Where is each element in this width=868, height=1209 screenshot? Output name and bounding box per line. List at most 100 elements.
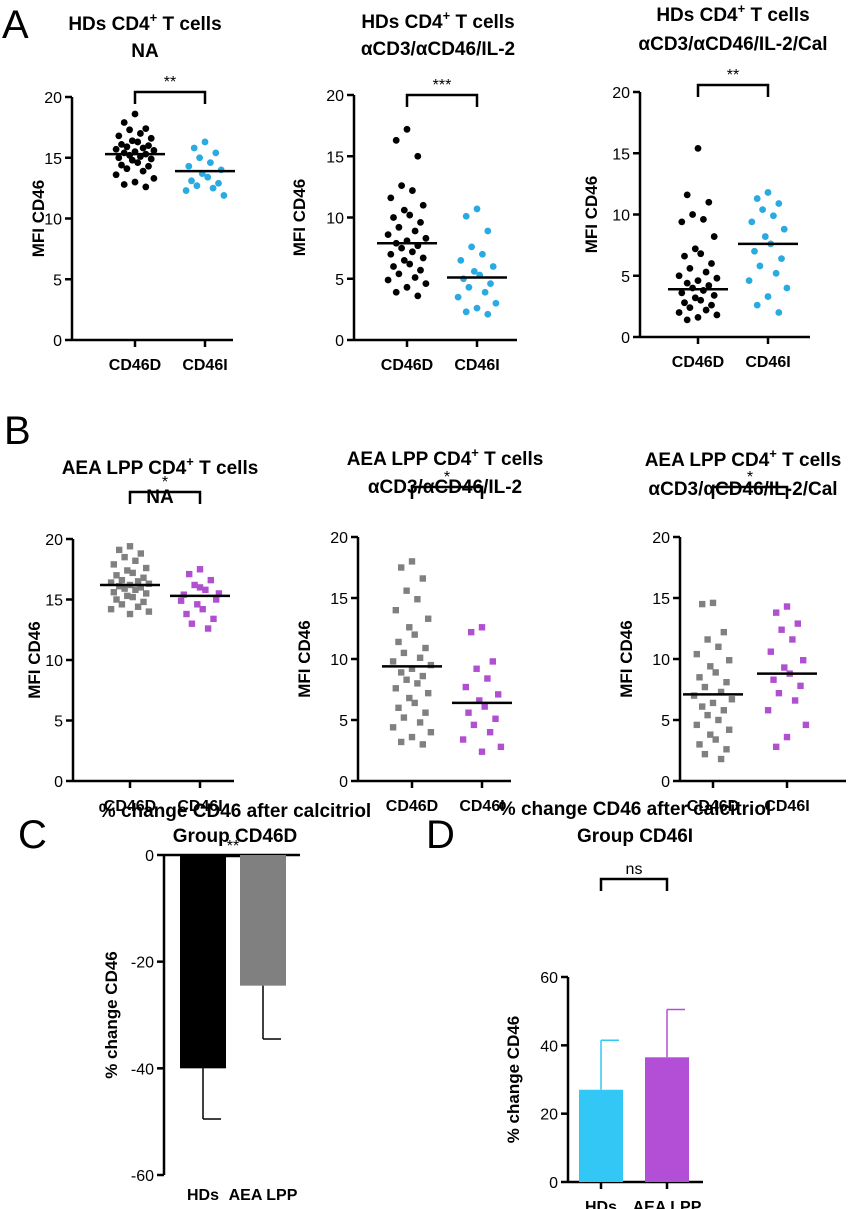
data-point bbox=[390, 263, 397, 270]
data-point bbox=[406, 211, 414, 219]
data-point bbox=[188, 177, 195, 185]
data-point bbox=[384, 276, 392, 284]
data-point bbox=[794, 620, 801, 627]
data-point bbox=[709, 599, 717, 607]
x-category-label: HDs bbox=[585, 1199, 617, 1209]
data-point bbox=[140, 598, 147, 606]
chart-title-text: HDs CD4 bbox=[656, 5, 738, 26]
data-point bbox=[495, 691, 502, 698]
data-point bbox=[132, 557, 139, 564]
data-point bbox=[484, 675, 491, 682]
y-tick-label: 20 bbox=[326, 88, 344, 105]
data-point bbox=[761, 233, 769, 240]
chart-title-superscript: + bbox=[150, 10, 158, 25]
data-point bbox=[751, 247, 758, 255]
x-category-label: CD46D bbox=[104, 798, 156, 815]
data-point bbox=[683, 316, 691, 324]
data-point bbox=[201, 138, 209, 146]
data-point bbox=[705, 282, 713, 289]
data-point bbox=[129, 569, 136, 577]
chart-title: AEA LPP CD4+ T cells bbox=[62, 454, 259, 479]
data-point bbox=[191, 581, 198, 589]
data-point bbox=[462, 212, 470, 220]
data-point bbox=[406, 260, 414, 268]
y-tick-label: 15 bbox=[330, 591, 348, 608]
y-tick-label: 0 bbox=[549, 1175, 558, 1192]
chart-subtitle: NA bbox=[146, 487, 174, 508]
data-point bbox=[778, 255, 785, 262]
data-point bbox=[392, 685, 399, 692]
data-point bbox=[150, 147, 158, 154]
chart-title-suffix: T cells bbox=[450, 12, 514, 33]
data-point bbox=[118, 601, 126, 608]
chart-b2: AEA LPP CD4+ T cellsαCD3/αCD46/IL-205101… bbox=[295, 445, 543, 815]
data-point bbox=[120, 181, 128, 188]
y-tick-label: 0 bbox=[145, 848, 154, 865]
data-point bbox=[113, 596, 120, 603]
x-category-label: CD46D bbox=[109, 357, 161, 374]
data-point bbox=[422, 709, 429, 716]
data-point bbox=[691, 294, 699, 302]
data-point bbox=[398, 564, 405, 571]
data-point bbox=[708, 301, 715, 309]
data-point bbox=[697, 296, 705, 304]
data-point bbox=[419, 575, 426, 582]
chart-b3: AEA LPP CD4+ T cells αCD3/αCD46/IL-2/Cal 0… bbox=[617, 446, 846, 815]
y-tick-label: 20 bbox=[652, 530, 670, 547]
data-point bbox=[723, 678, 730, 686]
data-point bbox=[123, 143, 131, 151]
data-point bbox=[140, 574, 147, 581]
data-point bbox=[689, 211, 696, 218]
data-point bbox=[783, 733, 791, 741]
data-point bbox=[408, 558, 416, 565]
data-point bbox=[707, 663, 714, 670]
y-axis-label: MFI CD46 bbox=[295, 620, 314, 697]
data-point bbox=[427, 729, 435, 736]
y-tick-label: 0 bbox=[339, 774, 348, 791]
significance-bracket bbox=[410, 485, 484, 499]
data-point bbox=[422, 280, 430, 288]
data-point bbox=[699, 600, 706, 608]
data-point bbox=[681, 299, 688, 307]
x-category-label: CD46I bbox=[745, 354, 790, 371]
y-axis-label: % change CD46 bbox=[102, 951, 121, 1079]
data-point bbox=[398, 182, 405, 190]
data-point bbox=[701, 683, 709, 691]
data-point bbox=[215, 590, 223, 597]
chart-subtitle: αCD3/αCD46/IL-2/Cal bbox=[648, 479, 837, 500]
x-category-label: AEA LPP bbox=[229, 1187, 298, 1204]
data-point bbox=[497, 743, 505, 751]
data-point bbox=[478, 748, 486, 755]
data-point bbox=[118, 140, 125, 148]
chart-title-text: AEA LPP CD4 bbox=[645, 450, 770, 471]
data-point bbox=[123, 165, 131, 173]
data-point bbox=[387, 250, 395, 258]
data-point bbox=[753, 301, 761, 309]
y-tick-label: 5 bbox=[339, 713, 348, 730]
data-point bbox=[465, 709, 472, 716]
panel-label-b: B bbox=[4, 409, 31, 453]
data-point bbox=[678, 218, 686, 226]
data-point bbox=[492, 715, 499, 722]
y-tick-label: 5 bbox=[661, 713, 670, 730]
significance-bracket bbox=[599, 877, 669, 891]
significance-bracket bbox=[696, 83, 770, 97]
data-point bbox=[800, 657, 807, 664]
chart-title: HDs CD4+ T cells bbox=[656, 1, 809, 26]
data-point bbox=[675, 272, 683, 280]
data-point bbox=[492, 299, 500, 307]
significance-bracket bbox=[128, 490, 202, 504]
data-point bbox=[398, 244, 405, 252]
data-point bbox=[134, 138, 142, 146]
significance-bracket bbox=[133, 90, 207, 104]
data-point bbox=[764, 293, 772, 300]
y-axis-label: MFI CD46 bbox=[582, 176, 601, 253]
data-point bbox=[390, 214, 397, 221]
significance-label: ** bbox=[227, 838, 239, 855]
data-point bbox=[207, 159, 214, 167]
data-point bbox=[486, 729, 494, 736]
data-point bbox=[120, 119, 128, 126]
data-point bbox=[110, 561, 117, 568]
data-point bbox=[124, 592, 131, 600]
data-point bbox=[712, 669, 719, 676]
